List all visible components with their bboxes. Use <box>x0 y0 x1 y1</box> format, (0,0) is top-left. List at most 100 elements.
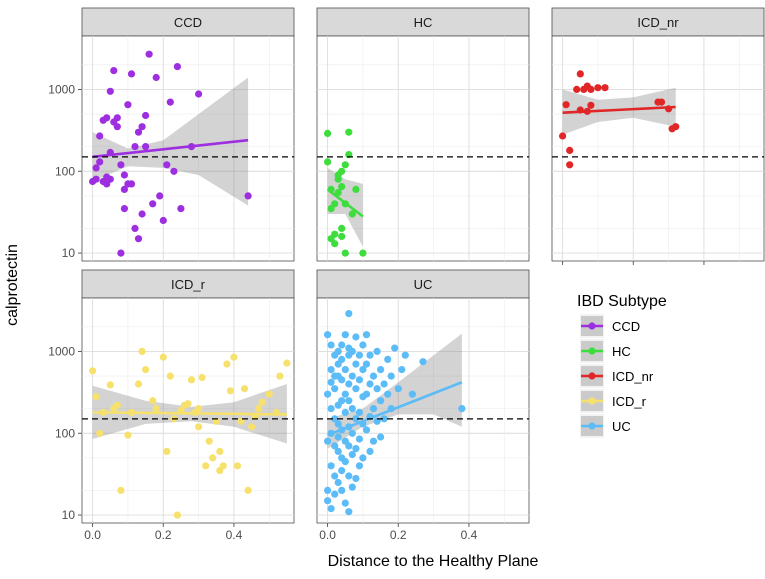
data-point <box>103 114 111 122</box>
x-tick-label: 0.0 <box>84 528 101 542</box>
panel-plot-area <box>317 36 529 261</box>
data-point <box>672 123 680 131</box>
data-point <box>352 360 360 368</box>
data-point <box>258 398 266 406</box>
facet-strip-label: CCD <box>174 15 202 30</box>
data-point <box>327 405 335 413</box>
data-point <box>96 132 104 140</box>
data-point <box>173 63 181 71</box>
data-point <box>345 344 353 352</box>
data-point <box>334 447 342 455</box>
data-point <box>127 70 136 78</box>
y-tick-label: 1000 <box>48 82 75 96</box>
y-tick-label: 100 <box>55 426 75 440</box>
data-point <box>244 192 252 200</box>
facet-panels: CCD 10 100 1000 HC ICD_nr ICD_r 10 100 1000 0.0 0.2… <box>48 7 765 542</box>
y-tick-label: 100 <box>55 164 75 178</box>
data-point <box>96 158 104 166</box>
confidence-band <box>327 333 462 449</box>
data-point <box>331 385 339 393</box>
x-tick-label: 0.2 <box>155 528 172 542</box>
facet-strip <box>316 269 530 299</box>
data-point <box>345 397 353 405</box>
data-point <box>324 437 332 445</box>
data-point <box>355 351 363 359</box>
data-point <box>170 167 178 175</box>
data-point <box>202 462 210 470</box>
data-point <box>373 347 381 355</box>
legend-keys: CCD HC ICD_nr ICD_r UC <box>580 314 654 438</box>
facet-panel-uc: UC 0.0 0.2 0.4 <box>316 269 530 542</box>
facet-panel-icd_nr: ICD_nr <box>551 7 765 265</box>
facet-panel-hc: HC <box>316 7 530 262</box>
data-point <box>352 445 360 453</box>
legend-key-hc: HC <box>580 339 631 363</box>
legend-key-ccd: CCD <box>580 314 640 338</box>
data-point <box>348 210 356 218</box>
data-point <box>327 378 335 386</box>
legend-label: ICD_nr <box>612 369 654 384</box>
data-point <box>216 447 224 455</box>
data-point <box>106 381 114 389</box>
data-point <box>173 511 181 519</box>
data-point <box>359 366 367 374</box>
y-tick-label: 10 <box>62 508 76 522</box>
data-point <box>380 380 388 388</box>
data-point <box>384 390 392 398</box>
data-point <box>362 360 371 368</box>
panel-plot-area <box>317 298 529 523</box>
data-point <box>458 405 466 413</box>
legend-key-point <box>588 322 596 330</box>
data-point <box>113 401 121 409</box>
legend-label: UC <box>612 419 631 434</box>
data-point <box>345 442 353 450</box>
data-point <box>198 373 206 382</box>
data-point <box>359 249 367 257</box>
y-tick-label: 10 <box>62 246 76 260</box>
data-point <box>387 372 395 380</box>
data-point <box>89 367 97 375</box>
data-point <box>348 483 356 491</box>
data-point <box>331 442 339 450</box>
data-point <box>324 486 332 494</box>
legend-key-point <box>588 397 596 405</box>
data-point <box>195 405 203 413</box>
data-point <box>562 101 570 109</box>
data-point <box>131 224 139 232</box>
data-point <box>327 462 335 470</box>
data-point <box>331 472 339 480</box>
data-point <box>216 467 224 475</box>
data-point <box>331 200 339 208</box>
data-point <box>195 90 203 98</box>
facet-strip-label: ICD_nr <box>637 15 679 30</box>
data-point <box>341 249 349 257</box>
fit-line <box>562 105 676 114</box>
data-point <box>338 341 346 349</box>
data-point <box>377 433 385 441</box>
data-point <box>348 450 356 459</box>
data-point <box>331 415 339 423</box>
legend-key-point <box>588 422 596 430</box>
data-point <box>345 508 353 516</box>
data-point <box>327 505 335 513</box>
y-axis-title: calprotectin <box>4 244 21 326</box>
facet-strip-label: HC <box>414 15 433 30</box>
panel-background <box>81 35 295 262</box>
data-point <box>334 478 342 487</box>
data-point <box>324 129 332 137</box>
data-point <box>352 385 360 393</box>
data-point <box>338 467 346 475</box>
legend-key-icd_nr: ICD_nr <box>580 364 654 388</box>
data-point <box>134 380 143 388</box>
data-point <box>362 426 371 434</box>
data-point <box>373 417 381 425</box>
data-point <box>377 366 385 374</box>
facet-strip <box>551 7 765 37</box>
data-point <box>352 185 360 193</box>
data-point <box>352 415 360 423</box>
x-tick-label: 0.4 <box>461 528 478 542</box>
data-point <box>142 366 150 374</box>
data-point <box>573 85 581 93</box>
data-point <box>152 73 160 82</box>
data-point <box>341 458 349 466</box>
